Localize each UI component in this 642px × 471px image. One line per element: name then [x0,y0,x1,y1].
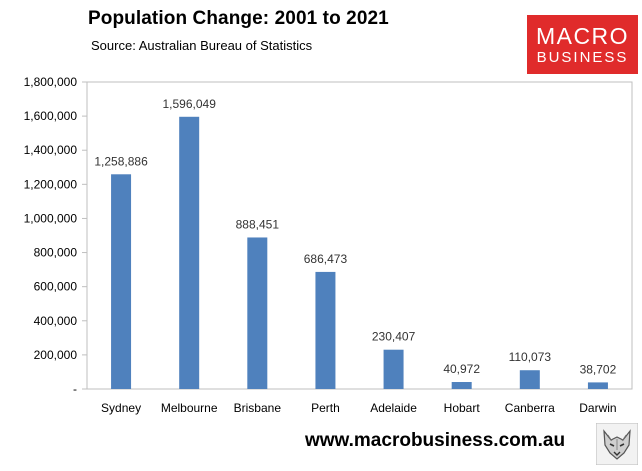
bar [315,271,336,389]
bar [111,174,132,389]
y-tick-label: 800,000 [34,246,78,260]
x-tick-label: Perth [311,401,340,415]
footer-url: www.macrobusiness.com.au [305,430,566,451]
x-tick-label: Canberra [505,401,555,415]
plot-area-border [86,81,633,390]
data-label: 38,702 [580,362,617,376]
y-tick-label: 600,000 [34,280,78,294]
data-label: 1,258,886 [94,154,148,168]
y-tick-label: 1,000,000 [24,211,78,225]
data-label: 230,407 [372,330,416,344]
chart-title: Population Change: 2001 to 2021 [88,8,389,29]
bar [587,382,608,389]
bar [519,370,540,389]
data-label: 40,972 [443,362,480,376]
data-label: 686,473 [304,252,348,266]
logo-line-1: MACRO [535,23,630,49]
data-label: 1,596,049 [162,97,216,111]
x-tick-label: Sydney [101,401,141,415]
x-tick-label: Adelaide [370,401,417,415]
y-tick-label: - [73,382,77,396]
chart-subtitle: Source: Australian Bureau of Statistics [91,38,313,53]
logo-line-2: BUSINESS [536,49,629,66]
macrobusiness-logo: MACRO BUSINESS [527,15,638,74]
x-tick-label: Hobart [444,401,481,415]
y-tick-label: 1,200,000 [24,177,78,191]
y-tick-label: 200,000 [34,348,78,362]
x-tick-label: Brisbane [234,401,282,415]
x-tick-label: Darwin [579,401,616,415]
bar [451,382,472,389]
bar [247,237,268,389]
y-tick-label: 400,000 [34,314,78,328]
y-tick-label: 1,800,000 [24,75,78,89]
wolf-head-icon [596,423,638,465]
bar [383,349,404,389]
y-tick-label: 1,400,000 [24,143,78,157]
data-label: 110,073 [509,350,552,364]
data-label: 888,451 [236,217,280,231]
x-tick-label: Melbourne [161,401,218,415]
bar [179,116,200,389]
y-tick-label: 1,600,000 [24,109,78,123]
